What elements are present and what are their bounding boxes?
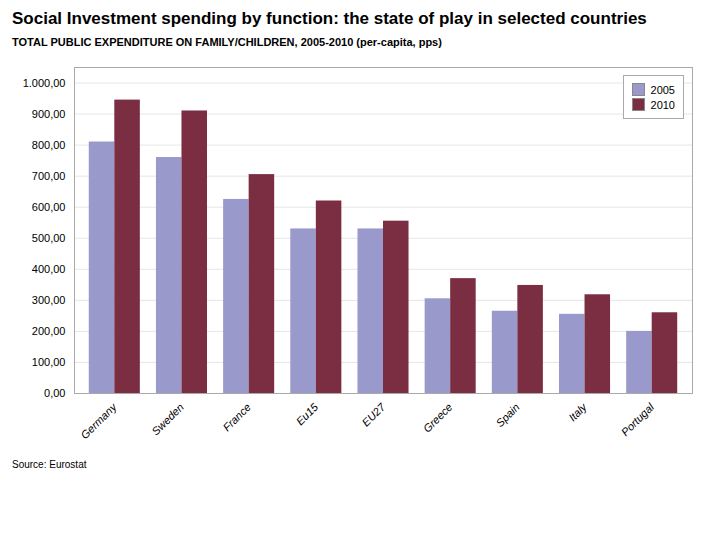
svg-text:Spain: Spain (493, 401, 521, 429)
svg-text:400,00: 400,00 (32, 263, 66, 275)
svg-text:France: France (220, 401, 253, 434)
svg-text:800,00: 800,00 (32, 139, 66, 151)
svg-text:EU27: EU27 (359, 400, 388, 429)
svg-text:Eu15: Eu15 (294, 400, 321, 427)
svg-text:200,00: 200,00 (32, 325, 66, 337)
html-text:TOTAL PUBLIC EXPENDITURE ON FA: TOTAL PUBLIC EXPENDITURE ON FAMILY/CHILD… (12, 36, 442, 48)
svg-text:500,00: 500,00 (32, 232, 66, 244)
html-text:2005: 2005 (650, 83, 675, 96)
svg-text:300,00: 300,00 (32, 294, 66, 306)
svg-text:1.000,00: 1.000,00 (23, 77, 66, 89)
svg-text:Italy: Italy (566, 400, 590, 424)
svg-text:100,00: 100,00 (32, 356, 66, 368)
html-text:Source: Eurostat: Source: Eurostat (12, 459, 87, 470)
svg-text:Greece: Greece (421, 401, 455, 435)
html-text:Social Investment spending by: Social Investment spending by function: … (12, 9, 647, 28)
svg-text:Portugal: Portugal (619, 400, 657, 438)
html-text:2010: 2010 (650, 98, 675, 111)
svg-text:700,00: 700,00 (32, 170, 66, 182)
svg-text:0,00: 0,00 (44, 387, 65, 399)
svg-text:Sweden: Sweden (149, 401, 186, 438)
svg-text:Germany: Germany (78, 400, 120, 442)
svg-text:600,00: 600,00 (32, 201, 66, 213)
svg-text:900,00: 900,00 (32, 108, 66, 120)
